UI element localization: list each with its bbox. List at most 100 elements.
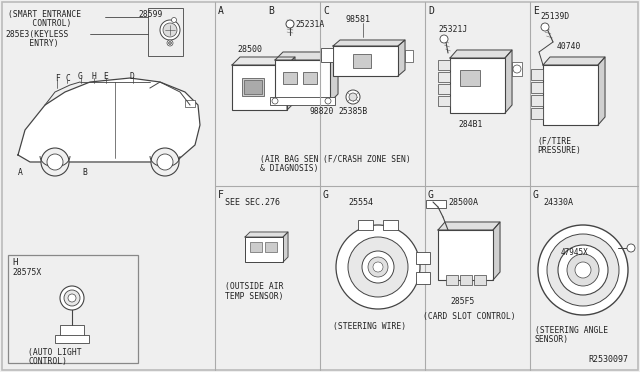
Text: F: F <box>218 190 224 200</box>
Bar <box>270 97 335 105</box>
Bar <box>8 255 138 363</box>
Text: 28500: 28500 <box>237 45 262 54</box>
Text: G: G <box>78 72 83 81</box>
Text: G: G <box>533 190 539 200</box>
Bar <box>416 252 430 264</box>
Text: SEE SEC.276: SEE SEC.276 <box>225 198 280 207</box>
Polygon shape <box>398 40 405 76</box>
Text: ENTRY): ENTRY) <box>5 39 59 48</box>
Polygon shape <box>438 222 500 230</box>
Text: (CARD SLOT CONTROL): (CARD SLOT CONTROL) <box>423 312 516 321</box>
Bar <box>543 65 598 125</box>
Circle shape <box>286 20 294 28</box>
Circle shape <box>172 17 177 22</box>
Text: 24330A: 24330A <box>543 198 573 207</box>
Text: SENSOR): SENSOR) <box>535 335 569 344</box>
Polygon shape <box>283 232 288 262</box>
Bar <box>244 80 262 94</box>
Text: A: A <box>218 6 224 16</box>
Bar <box>303 72 317 84</box>
Polygon shape <box>505 50 512 113</box>
Bar <box>60 325 84 337</box>
Text: R2530097: R2530097 <box>588 355 628 364</box>
Bar <box>333 46 398 76</box>
Polygon shape <box>543 57 605 65</box>
Bar <box>242 78 264 96</box>
Text: (F/TIRE: (F/TIRE <box>537 137 571 146</box>
Bar <box>232 65 287 110</box>
Circle shape <box>558 245 608 295</box>
Bar <box>531 69 543 80</box>
Circle shape <box>157 154 173 170</box>
Circle shape <box>547 234 619 306</box>
Circle shape <box>325 98 331 104</box>
Bar <box>438 72 450 82</box>
Bar <box>353 54 371 68</box>
Text: 28500A: 28500A <box>448 198 478 207</box>
Circle shape <box>272 98 278 104</box>
Circle shape <box>575 262 591 278</box>
Bar <box>450 58 505 113</box>
Polygon shape <box>18 78 200 162</box>
Text: D: D <box>428 6 434 16</box>
Circle shape <box>368 257 388 277</box>
Text: G: G <box>428 190 434 200</box>
Bar <box>250 242 262 252</box>
Text: (OUTSIDE AIR: (OUTSIDE AIR <box>225 282 284 291</box>
Polygon shape <box>598 57 605 125</box>
Text: CONTROL): CONTROL) <box>8 19 72 28</box>
Text: PRESSURE): PRESSURE) <box>537 146 581 155</box>
Text: 25385B: 25385B <box>338 107 367 116</box>
Circle shape <box>336 225 420 309</box>
Circle shape <box>541 23 549 31</box>
Text: CONTROL): CONTROL) <box>28 357 67 366</box>
Circle shape <box>47 154 63 170</box>
Circle shape <box>346 90 360 104</box>
Bar <box>321 48 333 62</box>
Bar <box>438 60 450 70</box>
Text: 285F5: 285F5 <box>450 297 474 306</box>
Circle shape <box>41 148 69 176</box>
Bar <box>383 220 398 230</box>
Circle shape <box>373 262 383 272</box>
Bar <box>358 220 373 230</box>
Text: 40740: 40740 <box>557 42 581 51</box>
Bar <box>460 275 472 285</box>
Text: 285E3(KEYLESS: 285E3(KEYLESS <box>5 30 68 39</box>
Text: H: H <box>12 258 17 267</box>
Circle shape <box>167 40 173 46</box>
Circle shape <box>68 294 76 302</box>
Polygon shape <box>275 52 338 60</box>
Text: (SMART ENTRANCE: (SMART ENTRANCE <box>8 10 81 19</box>
Bar <box>531 82 543 93</box>
Text: E: E <box>533 6 539 16</box>
Bar <box>474 275 486 285</box>
Text: 98820: 98820 <box>310 107 334 116</box>
Text: H: H <box>91 72 96 81</box>
Circle shape <box>349 93 357 101</box>
Circle shape <box>60 286 84 310</box>
Circle shape <box>362 251 394 283</box>
Bar <box>426 200 446 208</box>
Bar <box>275 60 330 102</box>
Polygon shape <box>333 40 405 46</box>
Text: (STEERING WIRE): (STEERING WIRE) <box>333 322 406 331</box>
Bar <box>245 237 283 262</box>
Bar <box>283 72 297 84</box>
Polygon shape <box>330 52 338 102</box>
Circle shape <box>163 23 177 37</box>
Circle shape <box>627 244 635 252</box>
Bar <box>460 70 480 86</box>
Text: 47945X: 47945X <box>561 248 589 257</box>
Text: 98581: 98581 <box>346 15 371 24</box>
Circle shape <box>513 65 521 73</box>
Bar <box>185 100 195 107</box>
Circle shape <box>348 237 408 297</box>
Bar <box>438 96 450 106</box>
Circle shape <box>151 148 179 176</box>
Bar <box>531 108 543 119</box>
Text: F: F <box>55 74 60 83</box>
Text: 28599: 28599 <box>138 10 163 19</box>
Text: 25321J: 25321J <box>438 25 467 34</box>
Text: D: D <box>130 72 135 81</box>
